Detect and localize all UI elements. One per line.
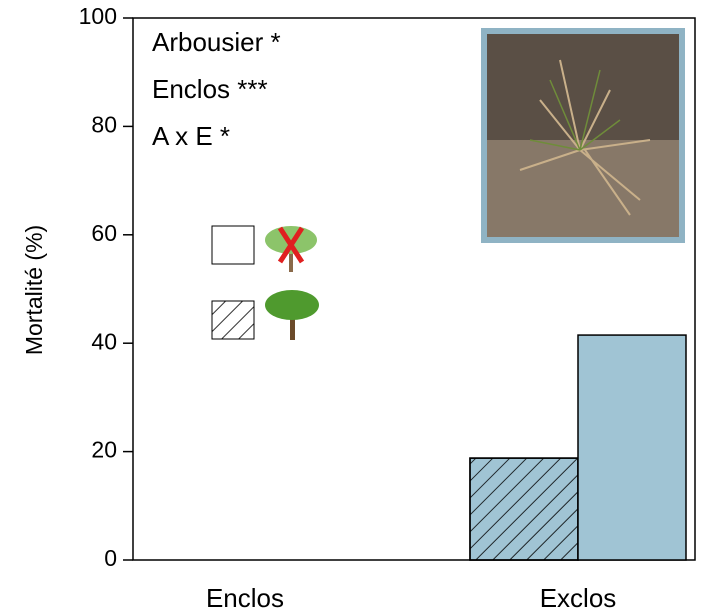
x-tick-label: Enclos	[206, 583, 284, 613]
annotation: Enclos ***	[152, 74, 268, 104]
annotation: A x E *	[152, 121, 230, 151]
y-axis-label: Mortalité (%)	[21, 225, 47, 355]
plot-frame	[132, 17, 696, 561]
y-tick-label: 20	[91, 437, 117, 463]
bar	[577, 334, 687, 561]
y-tick-label: 80	[91, 111, 117, 137]
tree-icon-crossed	[265, 226, 317, 272]
y-tick-label: 60	[91, 220, 117, 246]
legend	[211, 225, 319, 340]
photo	[481, 28, 685, 243]
x-tick-label: Exclos	[540, 583, 617, 613]
annotation: Arbousier *	[152, 27, 281, 57]
y-tick-label: 0	[104, 545, 117, 571]
y-tick-label: 100	[79, 3, 117, 29]
tree-icon	[265, 290, 319, 340]
bar-hatch	[469, 457, 579, 561]
y-tick-label: 40	[91, 328, 117, 354]
